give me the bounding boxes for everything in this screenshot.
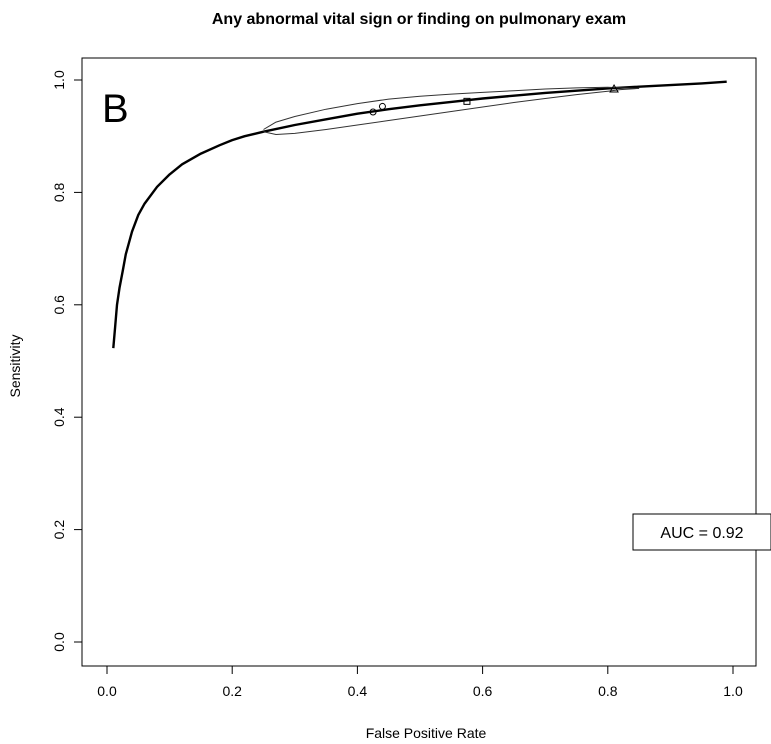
point-layer [369,83,619,116]
y-tick-label: 1.0 [51,70,67,90]
chart-title: Any abnormal vital sign or finding on pu… [212,11,626,28]
x-tick-label: 0.2 [222,683,242,699]
auc-label: AUC = 0.92 [660,525,743,542]
panel-label: B [102,87,129,131]
series-layer [112,80,727,349]
x-tick-label: 0.6 [473,683,493,699]
x-axis-label: False Positive Rate [366,725,487,741]
y-axis-label: Sensitivity [7,334,23,397]
x-tick-label: 0.0 [97,683,117,699]
y-tick-label: 0.2 [51,520,67,540]
x-tick-label: 0.8 [598,683,618,699]
confidence-band-lower [263,87,640,135]
operating-point-circle [378,102,386,110]
y-tick-label: 0.8 [51,182,67,202]
x-tick-label: 0.4 [348,683,368,699]
auc-box: AUC = 0.92 [632,513,771,551]
roc-curve [112,80,727,349]
y-tick-label: 0.6 [51,295,67,315]
y-tick-label: 0.0 [51,632,67,652]
y-tick-label: 0.4 [51,407,67,427]
x-tick-label: 1.0 [723,683,743,699]
plot-frame [81,57,757,667]
x-axis: 0.0 0.2 0.4 0.6 0.8 1.0 [97,665,743,699]
operating-point-square [463,97,471,105]
confidence-band-upper [263,86,640,130]
operating-point-triangle [609,83,619,93]
y-axis: 0.0 0.2 0.4 0.6 0.8 1.0 [51,70,83,652]
operating-point-circle [369,108,377,116]
auc-box-frame [632,513,771,551]
